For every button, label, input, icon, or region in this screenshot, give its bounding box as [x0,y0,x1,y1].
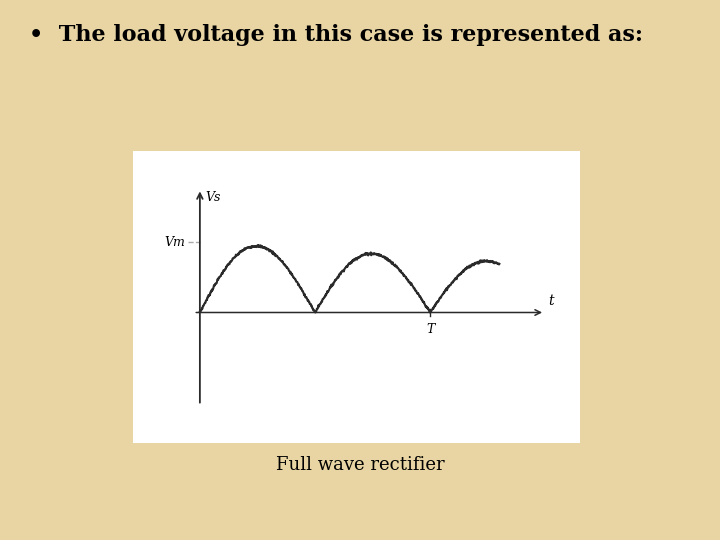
Text: Vs: Vs [205,191,220,204]
Text: T: T [426,323,434,336]
Text: t: t [548,294,554,308]
Text: Vm: Vm [165,236,186,249]
Text: •  The load voltage in this case is represented as:: • The load voltage in this case is repre… [29,24,643,46]
Text: Full wave rectifier: Full wave rectifier [276,456,444,474]
